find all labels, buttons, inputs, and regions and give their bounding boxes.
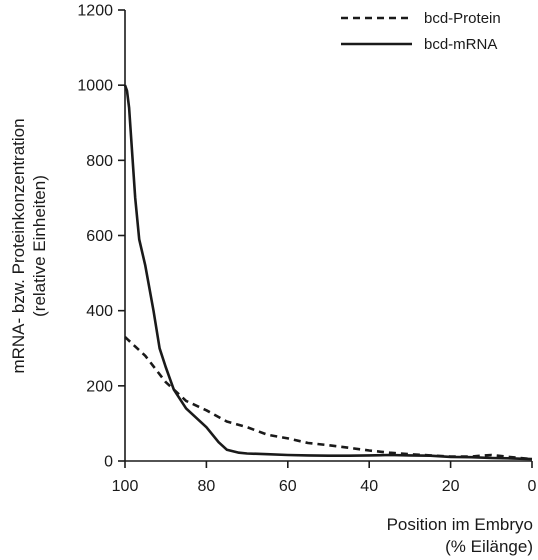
legend: bcd-Protein bcd-mRNA — [341, 10, 501, 53]
series-line-bcd-protein — [124, 336, 533, 461]
y-tick-label: 800 — [86, 153, 113, 170]
x-tick-label: 80 — [198, 478, 216, 495]
y-axis-ticks: 0 200 400 600 800 1000 1200 — [77, 3, 125, 471]
y-axis-title-line-2: (relative Einheiten) — [30, 175, 49, 317]
x-tick-label: 60 — [279, 478, 297, 495]
x-tick-label: 0 — [528, 478, 537, 495]
x-tick-label: 100 — [112, 478, 139, 495]
y-tick-label: 400 — [86, 303, 113, 320]
x-axis-ticks: 100 80 60 40 20 0 — [112, 461, 537, 495]
legend-label: bcd-mRNA — [424, 36, 497, 53]
y-axis-title-line-1: mRNA- bzw. Proteinkonzentration — [9, 118, 28, 373]
y-tick-label: 1200 — [77, 3, 113, 20]
x-axis-title-line-2: (% Eilänge) — [445, 537, 533, 556]
series-line-bcd-mrna — [123, 84, 533, 461]
legend-label: bcd-Protein — [424, 10, 501, 27]
y-tick-label: 0 — [104, 454, 113, 471]
x-axis-title-line-1: Position im Embryo — [387, 515, 533, 534]
x-tick-label: 20 — [442, 478, 460, 495]
y-tick-label: 1000 — [77, 78, 113, 95]
x-tick-label: 40 — [360, 478, 378, 495]
y-tick-label: 200 — [86, 378, 113, 395]
series-layer — [123, 84, 533, 461]
y-tick-label: 600 — [86, 228, 113, 245]
